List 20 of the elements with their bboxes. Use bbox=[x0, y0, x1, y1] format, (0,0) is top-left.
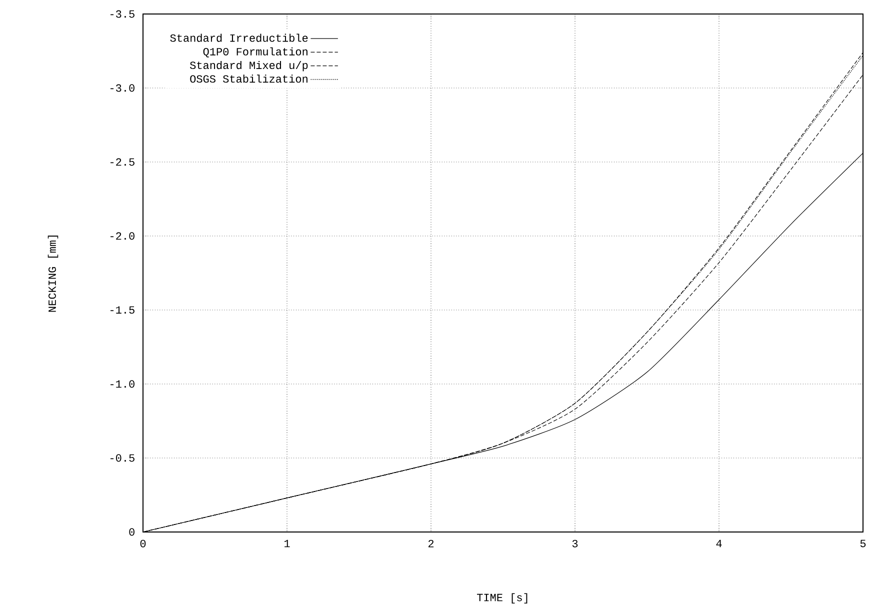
x-tick-label: 3 bbox=[572, 540, 578, 548]
y-tick-label: -1.5 bbox=[110, 306, 134, 314]
y-tick-label: -2.0 bbox=[110, 232, 134, 240]
y-tick-label: 0 bbox=[129, 528, 134, 536]
legend-label: OSGS Stabilization bbox=[190, 74, 308, 83]
x-tick-label: 1 bbox=[284, 540, 290, 548]
x-axis-title: TIME [s] bbox=[477, 593, 528, 604]
x-tick-label: 0 bbox=[140, 540, 146, 548]
x-tick-label: 2 bbox=[428, 540, 434, 548]
y-tick-label: -3.5 bbox=[110, 10, 134, 18]
legend-label: Standard Mixed u/p bbox=[190, 60, 308, 72]
y-tick-label: -3.0 bbox=[110, 84, 134, 92]
y-tick-label: -0.5 bbox=[110, 454, 134, 462]
y-axis-title: NECKING [mm] bbox=[48, 236, 58, 312]
y-tick-label: -1.0 bbox=[110, 380, 134, 388]
x-tick-label: 4 bbox=[716, 540, 722, 548]
y-tick-label: -2.5 bbox=[110, 158, 134, 166]
x-tick-label: 5 bbox=[860, 540, 866, 548]
legend-label: Standard Irreductible bbox=[170, 34, 308, 42]
legend-label: Q1P0 Formulation bbox=[203, 47, 308, 58]
